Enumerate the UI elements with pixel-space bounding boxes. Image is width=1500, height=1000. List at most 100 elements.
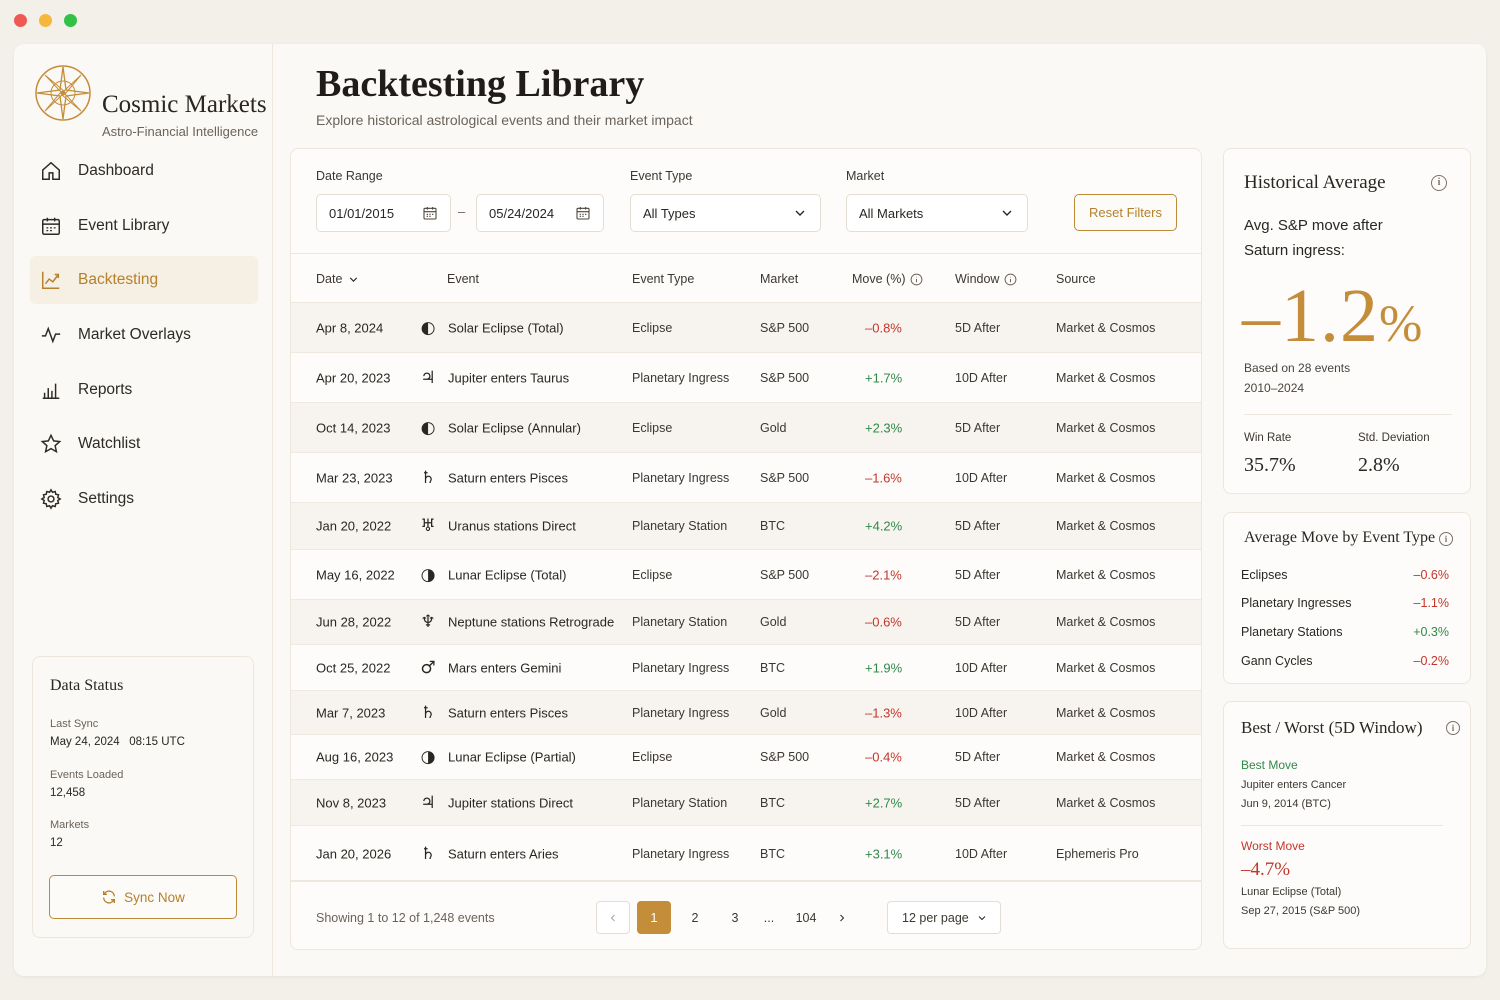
cell-window: 10D After [955,705,1008,720]
date-to-field[interactable]: 05/24/2024 [476,194,604,232]
sidebar-item-backtesting[interactable]: Backtesting [30,256,258,305]
prev-page-button[interactable] [596,901,630,934]
column-header-move[interactable]: Move (%) [852,272,923,286]
maximize-window-button[interactable] [64,14,77,27]
cell-event-type: Eclipse [632,420,673,435]
gear-icon [40,488,62,510]
saturn-icon: ♄ [420,843,436,864]
date-to-value: 05/24/2024 [489,205,555,221]
minimize-window-button[interactable] [39,14,52,27]
sidebar-item-settings[interactable]: Settings [30,475,258,523]
column-header-label: Event [447,272,479,286]
table-row[interactable]: ♂ Oct 25, 2022 Mars enters Gemini Planetary… [291,645,1201,691]
cell-move: –0.8% [865,320,902,335]
table-row[interactable]: ◐ Apr 8, 2024 Solar Eclipse (Total) Eclipse… [291,303,1201,353]
sidebar-item-label: Reports [78,380,133,398]
sidebar-item-market-overlays[interactable]: Market Overlays [30,311,258,359]
cell-date: Apr 8, 2024 [316,320,384,335]
historical-range: 2010–2024 [1244,381,1305,395]
info-icon[interactable]: i [1446,721,1460,735]
info-icon[interactable]: i [1431,175,1447,191]
page-button-104[interactable]: 104 [795,910,817,925]
sidebar-nav: Dashboard Event Library Backtesting Mark… [30,147,258,530]
cell-source: Market & Cosmos [1056,320,1156,335]
cell-event: Saturn enters Aries [448,846,559,861]
page-button-3[interactable]: 3 [731,910,739,925]
cell-date: Aug 16, 2023 [316,749,394,765]
calendar-icon [576,207,590,220]
cell-market: S&P 500 [760,370,810,385]
column-header-date[interactable]: Date [316,272,360,286]
cell-date: Apr 20, 2023 [316,370,391,385]
table-row[interactable]: ♃ Apr 20, 2023 Jupiter enters Taurus Planet… [291,353,1201,403]
cell-date: May 16, 2022 [316,567,395,582]
cell-source: Market & Cosmos [1056,705,1156,720]
info-icon[interactable] [1004,273,1017,286]
std-deviation-label: Std. Deviation [1358,432,1430,444]
per-page-select[interactable]: 12 per page [887,901,1001,934]
close-window-button[interactable] [14,14,27,27]
table-row[interactable]: ♄ Mar 7, 2023 Saturn enters Pisces Planetar… [291,691,1201,735]
sidebar-item-dashboard[interactable]: Dashboard [30,147,258,195]
table-row[interactable]: ◑ Aug 16, 2023 Lunar Eclipse (Partial) Ecli… [291,735,1201,780]
worst-move-event: Lunar Eclipse (Total) [1241,886,1342,898]
reset-filters-button[interactable]: Reset Filters [1074,194,1177,231]
next-page-button[interactable] [828,901,856,934]
best-move-event: Jupiter enters Cancer [1241,779,1347,791]
event-type-select[interactable]: All Types [630,194,821,232]
cell-move: +2.3% [865,420,903,435]
cell-event: Saturn enters Pisces [448,470,568,485]
window-titlebar [0,0,1500,42]
table-row[interactable]: ♆ Jun 28, 2022 Neptune stations Retrograde… [291,600,1201,645]
table-row[interactable]: ♄ Mar 23, 2023 Saturn enters Pisces Planeta… [291,453,1201,503]
page-subtitle: Explore historical astrological events a… [316,112,693,128]
chevron-down-icon [1002,210,1012,216]
chevron-down-icon [978,915,986,920]
column-header-source[interactable]: Source [1056,272,1096,286]
backtesting-table-card: Date Range 01/01/2015 – 05/24/2024 Event… [290,148,1202,950]
column-header-market[interactable]: Market [760,272,798,286]
cell-move: –2.1% [865,567,902,582]
event-type-value: –0.6% [1413,568,1449,582]
table-row[interactable]: ♅ Jan 20, 2022 Uranus stations Direct Plane… [291,503,1201,550]
jupiter-icon: ♃ [420,367,436,388]
best-worst-title: Best / Worst (5D Window) [1241,718,1423,737]
market-select[interactable]: All Markets [846,194,1028,232]
sidebar-item-event-library[interactable]: Event Library [30,202,258,250]
column-header-event[interactable]: Event [447,272,479,286]
sidebar-item-reports[interactable]: Reports [30,366,258,414]
sidebar-item-watchlist[interactable]: Watchlist [30,420,258,468]
date-range-separator: – [458,204,466,219]
column-header-window[interactable]: Window [955,272,1017,286]
info-icon[interactable] [910,273,923,286]
date-from-field[interactable]: 01/01/2015 [316,194,451,232]
cell-move: –1.6% [865,470,902,485]
cell-move: –1.3% [865,705,902,720]
cell-market: S&P 500 [760,567,810,582]
win-rate-label: Win Rate [1244,432,1292,444]
cell-event: Uranus stations Direct [448,518,576,534]
cell-source: Market & Cosmos [1056,795,1156,810]
table-row[interactable]: ♃ Nov 8, 2023 Jupiter stations Direct Plane… [291,780,1201,826]
historical-average-card: Historical Average i Avg. S&P move after… [1223,148,1471,494]
cell-source: Market & Cosmos [1056,470,1156,485]
cell-window: 5D After [955,320,1001,335]
cell-source: Ephemeris Pro [1056,846,1139,861]
market-value: All Markets [859,205,924,221]
column-header-event-type[interactable]: Event Type [632,272,694,286]
table-row[interactable]: ◐ Oct 14, 2023 Solar Eclipse (Annular) Ecli… [291,403,1201,453]
info-icon[interactable]: i [1439,532,1453,546]
cell-event-type: Planetary Station [632,795,728,810]
page-button-1[interactable]: 1 [637,901,671,934]
cell-event: Mars enters Gemini [448,660,562,675]
event-type-label: Eclipses [1241,568,1288,582]
table-row[interactable]: ◑ May 16, 2022 Lunar Eclipse (Total) Eclips… [291,550,1201,600]
sidebar-item-label: Settings [78,490,135,508]
page-button-2[interactable]: 2 [691,910,699,925]
table-row[interactable]: ♄ Jan 20, 2026 Saturn enters Aries Planetar… [291,826,1201,882]
cell-event-type: Eclipse [632,750,673,764]
sync-now-button[interactable]: Sync Now [49,875,237,919]
event-type-row-eclipses: Eclipses –0.6% [1241,568,1449,582]
event-type-value: –1.1% [1413,596,1449,610]
historical-average-value: –1.2% [1242,273,1423,360]
